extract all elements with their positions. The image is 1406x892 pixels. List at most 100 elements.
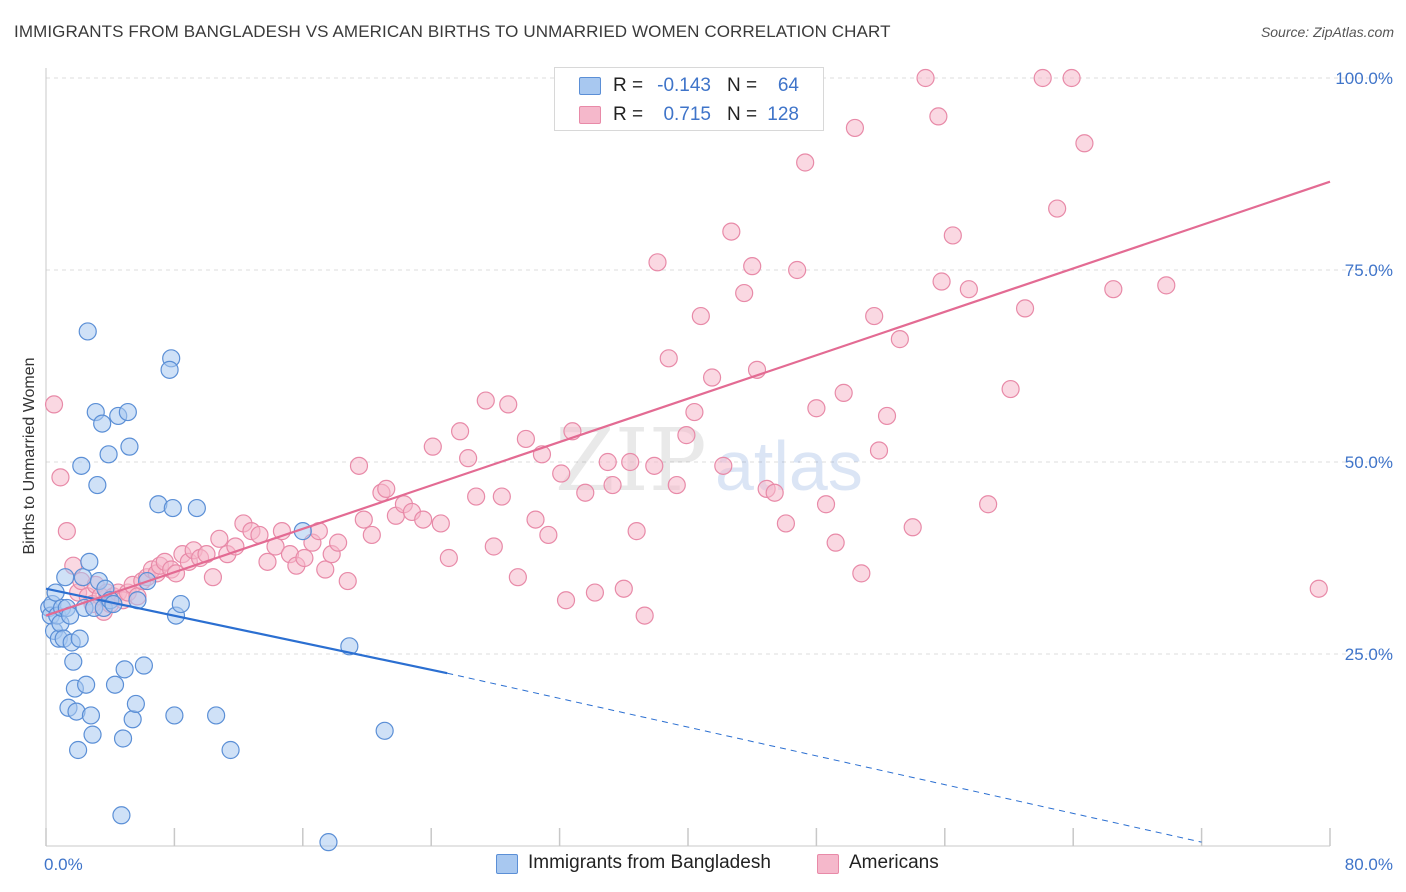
legend-swatch-pink: [817, 854, 839, 874]
legend-label-americans: Americans: [849, 852, 939, 873]
data-point-americans: [526, 510, 545, 529]
legend-n-label: N =: [727, 75, 758, 96]
source-label: Source: ZipAtlas.com: [1260, 24, 1394, 40]
data-point-americans: [467, 487, 486, 506]
data-point-americans: [316, 560, 335, 579]
data-point-bangladesh: [221, 740, 240, 760]
data-point-americans: [743, 257, 762, 276]
data-point-americans: [556, 591, 576, 610]
data-point-americans: [1104, 280, 1123, 299]
legend-row-bangladesh: R = -0.143 N = 64: [555, 71, 823, 101]
data-point-americans: [349, 456, 369, 475]
data-point-americans: [51, 468, 70, 487]
data-point-americans: [295, 548, 314, 568]
data-point-americans: [354, 510, 373, 529]
data-point-americans: [943, 226, 962, 245]
series-immigrants-from-bangladesh: [40, 322, 394, 852]
data-point-americans: [890, 330, 909, 349]
data-point-bangladesh: [68, 740, 88, 760]
data-point-americans: [645, 456, 664, 475]
data-point-americans: [552, 464, 571, 483]
data-point-bangladesh: [113, 729, 133, 748]
data-point-americans: [834, 383, 853, 402]
data-point-americans: [869, 441, 889, 460]
y-tick-label: 100.0%: [1335, 69, 1393, 88]
data-point-americans: [1075, 134, 1094, 153]
data-point-bangladesh: [72, 456, 91, 475]
data-point-bangladesh: [134, 656, 154, 675]
data-point-americans: [765, 483, 784, 502]
data-point-americans: [516, 429, 535, 449]
data-point-bangladesh: [112, 806, 131, 825]
data-point-bangladesh: [80, 552, 99, 571]
data-point-americans: [197, 545, 216, 564]
legend-r-value: -0.143: [657, 75, 711, 96]
correlation-legend: R = -0.143 N = 64 R = 0.715 N = 128: [554, 67, 824, 131]
trend-line-bangladesh: [45, 587, 448, 675]
data-point-americans: [210, 529, 229, 548]
data-point-bangladesh: [88, 475, 107, 495]
series-americans: [44, 68, 1328, 625]
data-point-bangladesh: [99, 445, 118, 464]
legend-label-bangladesh: Immigrants from Bangladesh: [528, 852, 771, 873]
data-point-americans: [1157, 276, 1176, 295]
data-point-americans: [414, 510, 433, 529]
data-point-americans: [788, 260, 807, 280]
data-point-americans: [439, 548, 458, 568]
data-point-americans: [691, 306, 710, 326]
data-point-bangladesh: [187, 498, 206, 518]
data-point-americans: [865, 306, 884, 326]
data-point-bangladesh: [56, 568, 75, 587]
data-point-bangladesh: [319, 833, 338, 852]
data-point-americans: [484, 537, 503, 556]
data-point-americans: [258, 552, 277, 571]
data-point-americans: [508, 568, 527, 587]
y-tick-label: 75.0%: [1345, 261, 1393, 280]
data-point-americans: [702, 368, 722, 387]
data-point-bangladesh: [375, 721, 394, 740]
data-point-bangladesh: [93, 414, 112, 433]
data-point-americans: [539, 525, 558, 545]
data-point-americans: [659, 349, 678, 368]
data-point-americans: [603, 475, 622, 495]
data-point-americans: [329, 533, 348, 552]
data-point-bangladesh: [163, 498, 182, 518]
data-point-bangladesh: [73, 568, 93, 587]
data-point-americans: [979, 495, 998, 514]
data-point-bangladesh: [126, 694, 145, 714]
legend-swatch-pink: [579, 106, 601, 124]
data-point-americans: [576, 483, 595, 502]
data-point-americans: [826, 533, 845, 552]
data-point-bangladesh: [77, 675, 96, 694]
data-point-americans: [722, 222, 741, 241]
watermark-atlas: atlas: [715, 427, 863, 505]
data-point-americans: [648, 253, 667, 272]
trend-line-bangladesh-extension: [447, 672, 1202, 843]
data-point-americans: [450, 422, 470, 441]
data-point-americans: [338, 571, 357, 591]
data-point-bangladesh: [83, 725, 102, 744]
data-point-bangladesh: [120, 437, 139, 456]
data-point-americans: [1015, 299, 1035, 318]
data-point-americans: [735, 283, 754, 303]
data-point-americans: [796, 153, 815, 172]
data-point-bangladesh: [171, 594, 190, 614]
legend-swatch-blue: [579, 77, 601, 95]
data-point-americans: [614, 579, 633, 598]
legend-swatch-blue: [496, 854, 518, 874]
data-point-americans: [807, 399, 826, 418]
data-point-americans: [377, 479, 396, 498]
legend-n-value: 64: [777, 75, 799, 96]
x-tick-label: 80.0%: [1345, 855, 1393, 874]
data-point-americans: [1001, 379, 1020, 399]
legend-r-value: 0.715: [663, 104, 711, 125]
data-point-americans: [362, 525, 381, 545]
data-point-americans: [877, 406, 897, 426]
data-point-bangladesh: [105, 675, 125, 694]
legend-r-label: R =: [613, 104, 644, 125]
data-point-americans: [677, 426, 696, 445]
data-point-bangladesh: [118, 402, 137, 422]
data-point-americans: [57, 522, 76, 541]
chart-title: IMMIGRANTS FROM BANGLADESH VS AMERICAN B…: [14, 22, 891, 41]
data-point-americans: [585, 583, 605, 602]
